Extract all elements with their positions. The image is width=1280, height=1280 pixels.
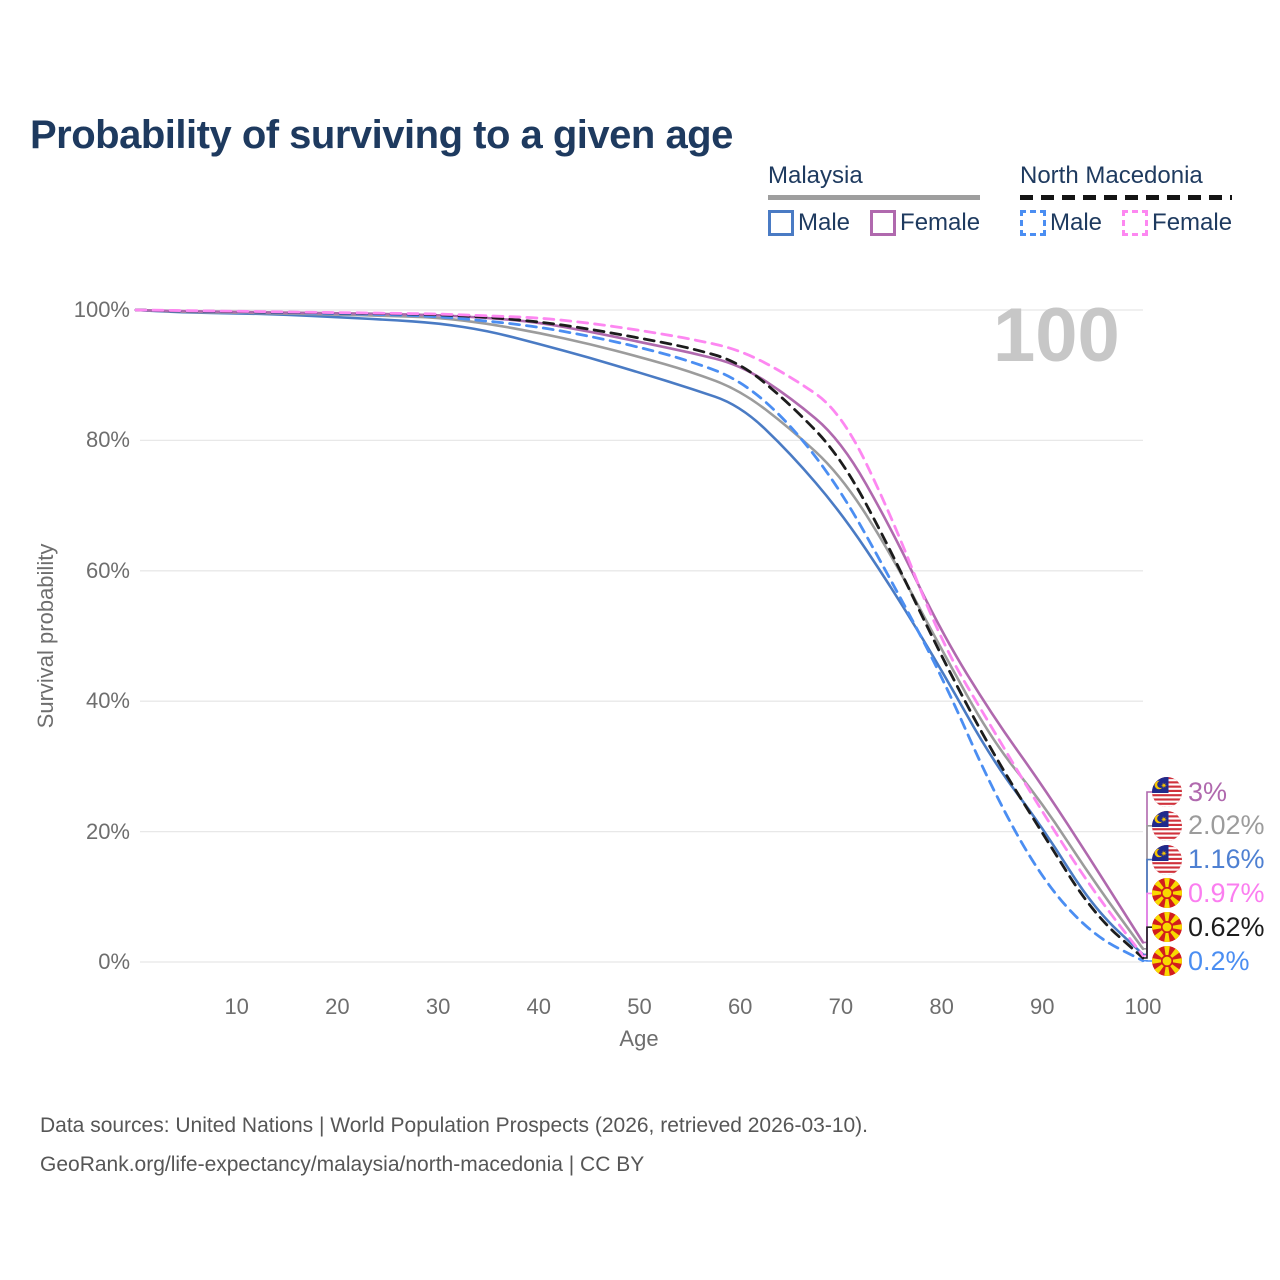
legend-item-macedonia-male[interactable]: Male (1020, 209, 1102, 237)
end-label-row-north-macedonia-male: 0.2% (1152, 946, 1250, 976)
footer: Data sources: United Nations | World Pop… (40, 1106, 868, 1184)
legend-underline-macedonia-dashed (1020, 195, 1233, 200)
x-tick-label-90: 90 (1030, 994, 1055, 1019)
end-label-row-malaysia-total: 2.02% (1152, 810, 1265, 841)
series-line-malaysia-total[interactable] (134, 308, 1145, 951)
x-tick-label-80: 80 (929, 994, 954, 1019)
series-line-north-macedonia-male[interactable] (134, 308, 1145, 963)
end-label-value: 0.62% (1188, 911, 1265, 942)
y-tick-label-20: 20% (85, 818, 130, 844)
malaysia-female-swatch-icon (870, 210, 897, 236)
north-macedonia-flag-icon (1152, 878, 1182, 908)
end-label-value: 0.2% (1188, 945, 1250, 976)
legend-item-macedonia-female[interactable]: Female (1122, 209, 1232, 237)
series-line-north-macedonia-total[interactable] (134, 308, 1145, 960)
macedonia-male-swatch-icon (1020, 210, 1046, 236)
y-tick-label-40: 40% (85, 688, 130, 714)
end-label-connector-north-macedonia-female (1143, 892, 1152, 957)
footer-attribution: GeoRank.org/life-expectancy/malaysia/nor… (40, 1153, 645, 1176)
end-label-value: 1.16% (1188, 844, 1265, 875)
legend-item-malaysia-female[interactable]: Female (870, 209, 980, 237)
series-line-malaysia-male[interactable] (134, 308, 1145, 956)
end-label-row-malaysia-female: 3% (1152, 777, 1227, 807)
page-title: Probability of surviving to a given age (30, 112, 733, 157)
x-tick-label-30: 30 (425, 994, 451, 1019)
x-tick-label-40: 40 (526, 994, 552, 1019)
end-label-value: 2.02% (1188, 810, 1265, 841)
series-line-malaysia-female[interactable] (134, 308, 1145, 944)
end-label-row-north-macedonia-total: 0.62% (1152, 912, 1265, 942)
north-macedonia-flag-icon (1152, 912, 1182, 942)
footer-data-sources: Data sources: United Nations | World Pop… (40, 1114, 869, 1137)
y-tick-label-100: 100% (73, 297, 130, 322)
legend-group-north-macedonia: North Macedonia Male Female (1020, 162, 1233, 237)
end-label-connector-north-macedonia-total (1143, 926, 1152, 959)
x-tick-label-10: 10 (224, 994, 249, 1019)
malaysia-flag-icon (1152, 811, 1182, 841)
x-tick-label-20: 20 (325, 994, 350, 1019)
macedonia-female-swatch-icon (1122, 210, 1149, 236)
y-tick-label-80: 80% (85, 427, 130, 453)
legend-country-malaysia[interactable]: Malaysia (768, 162, 863, 189)
age-watermark: 100 (993, 293, 1120, 378)
x-tick-label-100: 100 (1124, 994, 1162, 1019)
x-tick-label-70: 70 (828, 994, 854, 1019)
legend-underline-malaysia-solid (768, 195, 981, 200)
end-label-row-malaysia-male: 1.16% (1152, 844, 1265, 875)
legend-group-malaysia: Malaysia Male Female (768, 162, 981, 237)
malaysia-flag-icon (1152, 845, 1182, 875)
legend-item-malaysia-male[interactable]: Male (768, 209, 850, 237)
legend-country-north-macedonia[interactable]: North Macedonia (1020, 162, 1203, 189)
y-tick-label-0: 0% (98, 949, 130, 974)
series-line-north-macedonia-female[interactable] (134, 308, 1145, 958)
north-macedonia-flag-icon (1152, 946, 1182, 976)
end-label-row-north-macedonia-female: 0.97% (1152, 878, 1265, 908)
x-tick-label-60: 60 (727, 994, 753, 1019)
x-tick-label-50: 50 (627, 994, 652, 1019)
end-label-value: 0.97% (1188, 877, 1265, 908)
y-tick-label-60: 60% (85, 557, 130, 583)
malaysia-male-swatch-icon (768, 210, 794, 236)
end-label-value: 3% (1188, 776, 1228, 807)
malaysia-flag-icon (1152, 777, 1182, 807)
x-axis-title: Age (619, 1026, 659, 1051)
